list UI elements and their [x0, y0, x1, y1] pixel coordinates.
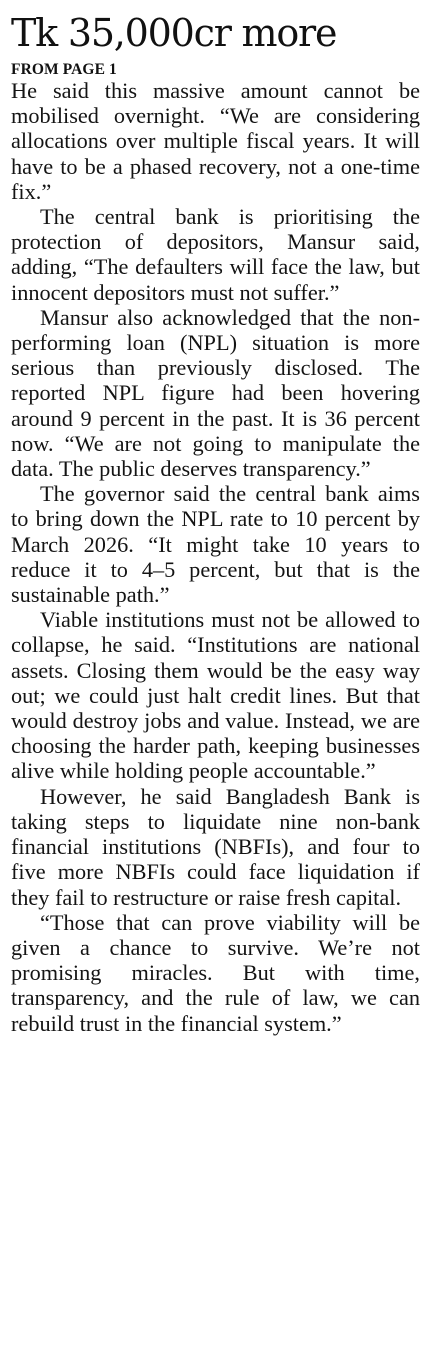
article-paragraph: Mansur also acknowledged that the non-pe… — [11, 304, 420, 482]
article-paragraph: However, he said Bangladesh Bank is taki… — [11, 783, 420, 910]
article-headline: Tk 35,000cr more — [11, 11, 338, 55]
article-body: He said this massive amount cannot be mo… — [11, 78, 420, 1036]
news-article: Tk 35,000cr more FROM PAGE 1 He said thi… — [11, 11, 420, 1036]
continuation-kicker: FROM PAGE 1 — [11, 61, 117, 78]
article-paragraph: The central bank is prioritising the pro… — [11, 204, 420, 305]
article-paragraph: The governor said the central bank aims … — [11, 481, 420, 608]
article-paragraph: “Those that can prove viability will be … — [11, 909, 420, 1036]
article-paragraph: He said this massive amount cannot be mo… — [11, 78, 420, 204]
article-paragraph: Viable institutions must not be allowed … — [11, 607, 420, 784]
